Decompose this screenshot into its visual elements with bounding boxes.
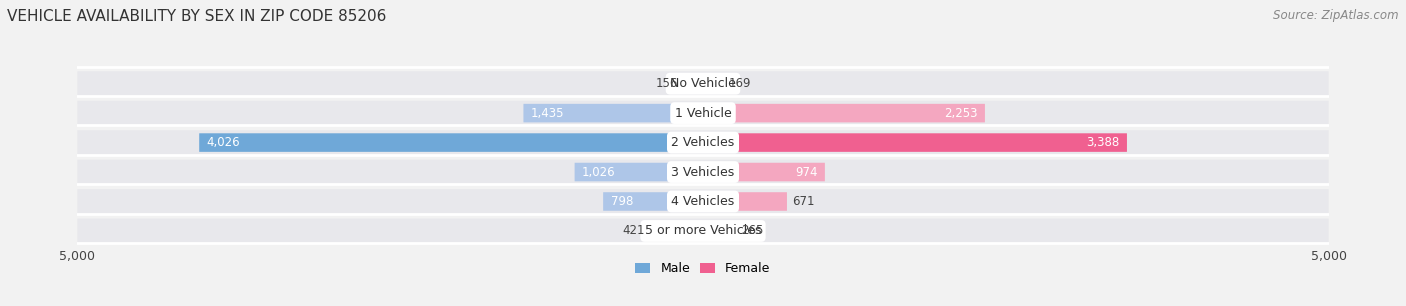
Text: 974: 974 (794, 166, 817, 178)
Text: 156: 156 (657, 77, 679, 90)
Text: 3,388: 3,388 (1087, 136, 1119, 149)
Text: 1,435: 1,435 (531, 106, 564, 120)
FancyBboxPatch shape (77, 189, 1329, 214)
Text: 3 Vehicles: 3 Vehicles (672, 166, 734, 178)
FancyBboxPatch shape (77, 130, 1329, 155)
FancyBboxPatch shape (523, 104, 703, 122)
FancyBboxPatch shape (77, 160, 1329, 185)
Text: 1,026: 1,026 (582, 166, 616, 178)
FancyBboxPatch shape (77, 218, 1329, 243)
Text: 4,026: 4,026 (207, 136, 240, 149)
Text: 169: 169 (730, 77, 752, 90)
FancyBboxPatch shape (703, 163, 825, 181)
Text: 5 or more Vehicles: 5 or more Vehicles (645, 225, 761, 237)
Text: 1 Vehicle: 1 Vehicle (675, 106, 731, 120)
FancyBboxPatch shape (703, 133, 1128, 152)
Legend: Male, Female: Male, Female (630, 257, 776, 280)
Text: 2,253: 2,253 (943, 106, 977, 120)
Text: 421: 421 (623, 225, 645, 237)
Text: No Vehicle: No Vehicle (671, 77, 735, 90)
FancyBboxPatch shape (77, 101, 1329, 125)
FancyBboxPatch shape (703, 192, 787, 211)
FancyBboxPatch shape (703, 74, 724, 93)
FancyBboxPatch shape (703, 222, 737, 240)
FancyBboxPatch shape (77, 71, 1329, 96)
FancyBboxPatch shape (651, 222, 703, 240)
Text: 2 Vehicles: 2 Vehicles (672, 136, 734, 149)
Text: 671: 671 (792, 195, 814, 208)
FancyBboxPatch shape (703, 104, 986, 122)
Text: 265: 265 (741, 225, 763, 237)
FancyBboxPatch shape (683, 74, 703, 93)
Text: 798: 798 (610, 195, 633, 208)
FancyBboxPatch shape (603, 192, 703, 211)
Text: Source: ZipAtlas.com: Source: ZipAtlas.com (1274, 9, 1399, 22)
Text: 4 Vehicles: 4 Vehicles (672, 195, 734, 208)
Text: VEHICLE AVAILABILITY BY SEX IN ZIP CODE 85206: VEHICLE AVAILABILITY BY SEX IN ZIP CODE … (7, 9, 387, 24)
FancyBboxPatch shape (200, 133, 703, 152)
FancyBboxPatch shape (575, 163, 703, 181)
